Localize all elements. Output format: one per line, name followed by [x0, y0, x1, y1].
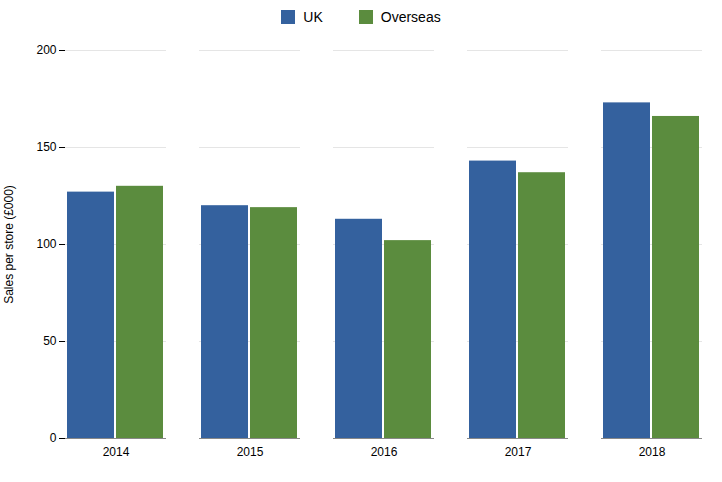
- svg-text:100: 100: [36, 237, 56, 251]
- svg-text:0: 0: [50, 431, 57, 445]
- svg-text:Sales per store (£000): Sales per store (£000): [2, 185, 16, 304]
- svg-text:2018: 2018: [639, 445, 666, 459]
- svg-text:2014: 2014: [103, 445, 130, 459]
- svg-text:150: 150: [36, 140, 56, 154]
- svg-text:200: 200: [36, 43, 56, 57]
- svg-text:2017: 2017: [505, 445, 532, 459]
- svg-text:50: 50: [43, 334, 57, 348]
- svg-text:2016: 2016: [371, 445, 398, 459]
- html-text:Overseas: Overseas: [380, 9, 441, 25]
- svg-text:2015: 2015: [237, 445, 264, 459]
- html-text:UK: UK: [303, 9, 323, 25]
